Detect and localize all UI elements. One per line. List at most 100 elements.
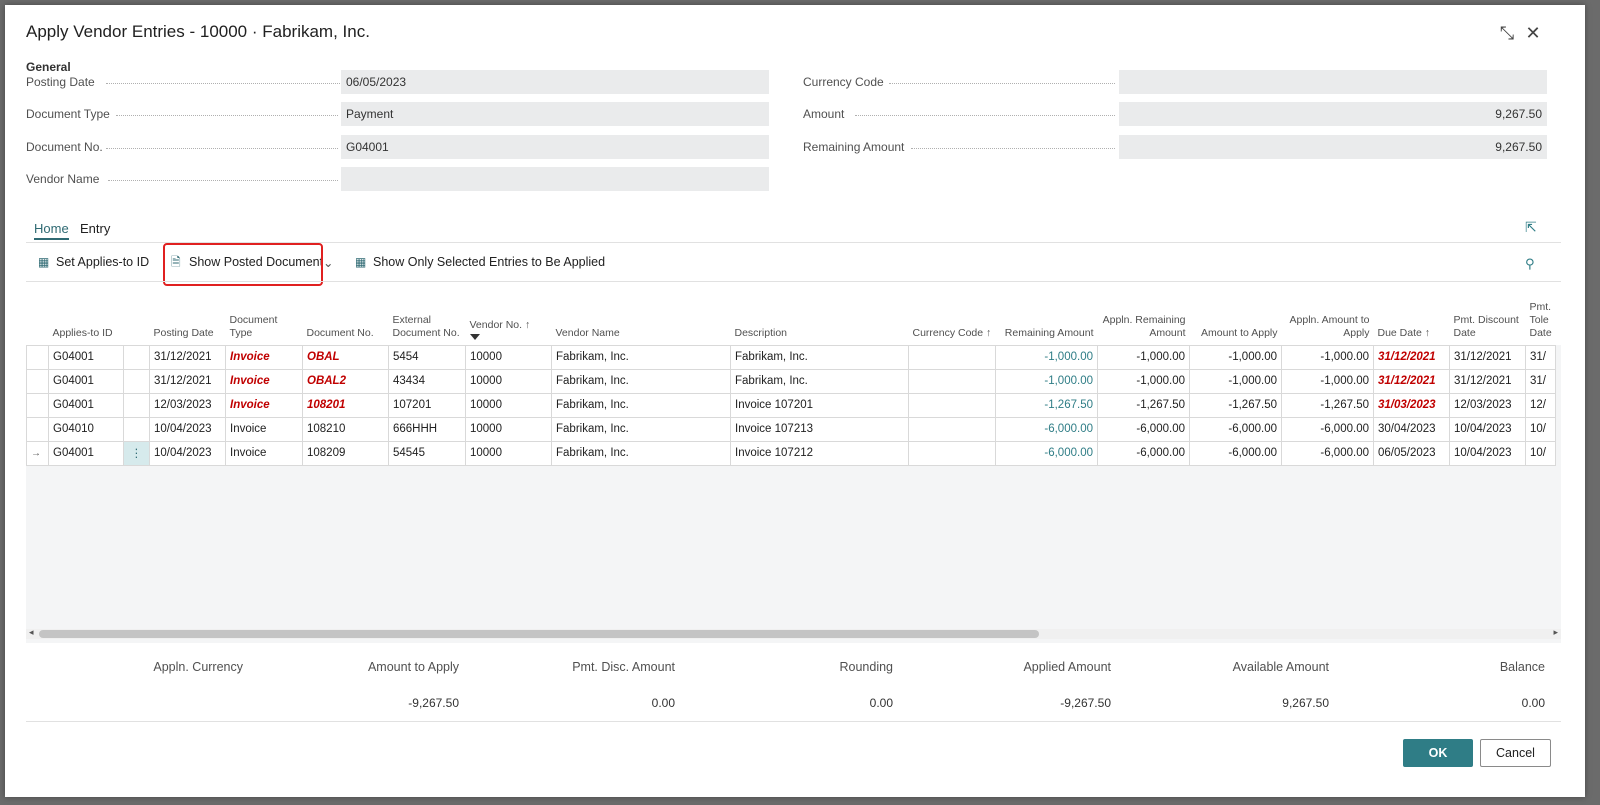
collapse-icon[interactable]: ⤡ bbox=[1499, 23, 1515, 43]
cell-amount-to-apply[interactable]: -1,000.00 bbox=[1189, 344, 1282, 370]
tab-entry[interactable]: Entry bbox=[80, 221, 111, 236]
cell-remaining-amount[interactable]: -1,000.00 bbox=[995, 344, 1098, 370]
cell-currency-code[interactable] bbox=[908, 392, 996, 418]
cell-external-document-no[interactable]: 5454 bbox=[388, 344, 466, 370]
cell-vendor-no[interactable]: 10000 bbox=[465, 344, 552, 370]
cell-menu[interactable] bbox=[123, 344, 150, 370]
cell-posting-date[interactable]: 12/03/2023 bbox=[149, 392, 226, 418]
cell-description[interactable]: Invoice 107201 bbox=[730, 392, 909, 418]
cell-description[interactable]: Invoice 107213 bbox=[730, 416, 909, 442]
cell-due-date[interactable]: 31/12/2021 bbox=[1373, 368, 1450, 394]
cell-due-date[interactable]: 31/12/2021 bbox=[1373, 344, 1450, 370]
set-applies-to-id-button[interactable]: ▦ Set Applies-to ID bbox=[38, 252, 149, 272]
table-row[interactable]: G04001 12/03/2023 Invoice 108201 107201 10000… bbox=[26, 392, 1557, 418]
col-currency-code[interactable]: Currency Code ↑ bbox=[912, 326, 992, 339]
cell-pmt-discount-date[interactable]: 10/04/2023 bbox=[1449, 440, 1526, 466]
show-posted-document-button[interactable]: 🗎 Show Posted Document bbox=[171, 252, 323, 272]
cell-pmt-tolerance-date[interactable]: 31/ bbox=[1524, 368, 1557, 394]
cell-applies-to-id[interactable]: G04010 bbox=[48, 416, 124, 442]
cell-due-date[interactable]: 06/05/2023 bbox=[1373, 440, 1450, 466]
share-icon[interactable]: ⇱ bbox=[1525, 219, 1537, 235]
col-applies-to-id[interactable]: Applies-to ID bbox=[52, 326, 113, 339]
cell-vendor-name[interactable]: Fabrikam, Inc. bbox=[551, 392, 731, 418]
table-row[interactable]: G04010 10/04/2023 Invoice 108210 666HHH 10000… bbox=[26, 416, 1557, 442]
col-document-type[interactable]: Document Type bbox=[229, 313, 278, 339]
col-posting-date[interactable]: Posting Date bbox=[153, 326, 214, 339]
col-pmt-discount-date[interactable]: Pmt. Discount Date bbox=[1453, 313, 1519, 339]
cell-document-no[interactable]: 108201 bbox=[302, 392, 389, 418]
cell-pmt-discount-date[interactable]: 31/12/2021 bbox=[1449, 344, 1526, 370]
cell-external-document-no[interactable]: 666HHH bbox=[388, 416, 466, 442]
cell-appln-amount-to-apply[interactable]: -1,267.50 bbox=[1281, 392, 1374, 418]
cell-vendor-no[interactable]: 10000 bbox=[465, 440, 552, 466]
cell-posting-date[interactable]: 10/04/2023 bbox=[149, 440, 226, 466]
cell-vendor-name[interactable]: Fabrikam, Inc. bbox=[551, 440, 731, 466]
cell-amount-to-apply[interactable]: -6,000.00 bbox=[1189, 416, 1282, 442]
cell-document-type[interactable]: Invoice bbox=[225, 440, 303, 466]
table-row[interactable]: → G04001 ⋮ 10/04/2023 Invoice 108209 54545 1000… bbox=[26, 440, 1557, 466]
cell-description[interactable]: Fabrikam, Inc. bbox=[730, 368, 909, 394]
cell-remaining-amount[interactable]: -1,267.50 bbox=[995, 392, 1098, 418]
cell-description[interactable]: Invoice 107212 bbox=[730, 440, 909, 466]
cell-currency-code[interactable] bbox=[908, 368, 996, 394]
cell-appln-remaining-amount[interactable]: -1,267.50 bbox=[1097, 392, 1190, 418]
cell-vendor-no[interactable]: 10000 bbox=[465, 392, 552, 418]
remaining-amount-input[interactable]: 9,267.50 bbox=[1119, 135, 1547, 159]
scroll-left-icon[interactable]: ◂ bbox=[29, 627, 34, 637]
cell-appln-remaining-amount[interactable]: -6,000.00 bbox=[1097, 416, 1190, 442]
vendor-name-input[interactable] bbox=[341, 167, 769, 191]
cell-remaining-amount[interactable]: -6,000.00 bbox=[995, 416, 1098, 442]
cell-vendor-name[interactable]: Fabrikam, Inc. bbox=[551, 416, 731, 442]
cell-menu[interactable] bbox=[123, 392, 150, 418]
cell-document-type[interactable]: Invoice bbox=[225, 344, 303, 370]
currency-code-input[interactable] bbox=[1119, 70, 1547, 94]
col-amount-to-apply[interactable]: Amount to Apply bbox=[1201, 326, 1278, 339]
cell-applies-to-id[interactable]: G04001 bbox=[48, 368, 124, 394]
posting-date-input[interactable]: 06/05/2023 bbox=[341, 70, 769, 94]
cell-amount-to-apply[interactable]: -1,000.00 bbox=[1189, 368, 1282, 394]
cell-applies-to-id[interactable]: G04001 bbox=[48, 440, 124, 466]
cell-posting-date[interactable]: 10/04/2023 bbox=[149, 416, 226, 442]
col-due-date[interactable]: Due Date ↑ bbox=[1377, 326, 1431, 339]
cell-pmt-tolerance-date[interactable]: 10/ bbox=[1524, 416, 1557, 442]
document-no-input[interactable]: G04001 bbox=[341, 135, 769, 159]
cell-document-type[interactable]: Invoice bbox=[225, 416, 303, 442]
cell-menu[interactable] bbox=[123, 368, 150, 394]
cell-currency-code[interactable] bbox=[908, 416, 996, 442]
cell-currency-code[interactable] bbox=[908, 440, 996, 466]
show-only-selected-button[interactable]: ▦ Show Only Selected Entries to Be Appli… bbox=[355, 252, 605, 272]
cell-amount-to-apply[interactable]: -1,267.50 bbox=[1189, 392, 1282, 418]
cell-pmt-discount-date[interactable]: 12/03/2023 bbox=[1449, 392, 1526, 418]
tab-home[interactable]: Home bbox=[34, 221, 69, 240]
cell-document-no[interactable]: 108209 bbox=[302, 440, 389, 466]
cell-pmt-tolerance-date[interactable]: 12/ bbox=[1524, 392, 1557, 418]
cell-applies-to-id[interactable]: G04001 bbox=[48, 344, 124, 370]
row-selector[interactable] bbox=[26, 368, 49, 394]
col-remaining-amount[interactable]: Remaining Amount bbox=[1004, 326, 1094, 339]
cell-posting-date[interactable]: 31/12/2021 bbox=[149, 344, 226, 370]
cell-vendor-name[interactable]: Fabrikam, Inc. bbox=[551, 368, 731, 394]
scroll-right-icon[interactable]: ▸ bbox=[1553, 627, 1558, 637]
cell-appln-amount-to-apply[interactable]: -6,000.00 bbox=[1281, 416, 1374, 442]
cell-remaining-amount[interactable]: -1,000.00 bbox=[995, 368, 1098, 394]
pin-icon[interactable]: ⚲ bbox=[1525, 256, 1535, 271]
cell-appln-amount-to-apply[interactable]: -1,000.00 bbox=[1281, 368, 1374, 394]
cell-description[interactable]: Fabrikam, Inc. bbox=[730, 344, 909, 370]
cell-appln-amount-to-apply[interactable]: -1,000.00 bbox=[1281, 344, 1374, 370]
cell-remaining-amount[interactable]: -6,000.00 bbox=[995, 440, 1098, 466]
cell-pmt-discount-date[interactable]: 10/04/2023 bbox=[1449, 416, 1526, 442]
cell-vendor-no[interactable]: 10000 bbox=[465, 368, 552, 394]
col-appln-amount-to-apply[interactable]: Appln. Amount to Apply bbox=[1289, 313, 1370, 339]
cell-menu[interactable] bbox=[123, 416, 150, 442]
col-pmt-tolerance-date[interactable]: Pmt. Tole Date bbox=[1529, 300, 1552, 339]
cell-external-document-no[interactable]: 54545 bbox=[388, 440, 466, 466]
cell-document-no[interactable]: OBAL bbox=[302, 344, 389, 370]
cell-due-date[interactable]: 30/04/2023 bbox=[1373, 416, 1450, 442]
cell-posting-date[interactable]: 31/12/2021 bbox=[149, 368, 226, 394]
row-selector[interactable] bbox=[26, 416, 49, 442]
cell-appln-remaining-amount[interactable]: -1,000.00 bbox=[1097, 344, 1190, 370]
col-vendor-name[interactable]: Vendor Name bbox=[555, 326, 620, 339]
close-icon[interactable]: ✕ bbox=[1525, 23, 1541, 43]
cancel-button[interactable]: Cancel bbox=[1480, 739, 1551, 767]
cell-applies-to-id[interactable]: G04001 bbox=[48, 392, 124, 418]
